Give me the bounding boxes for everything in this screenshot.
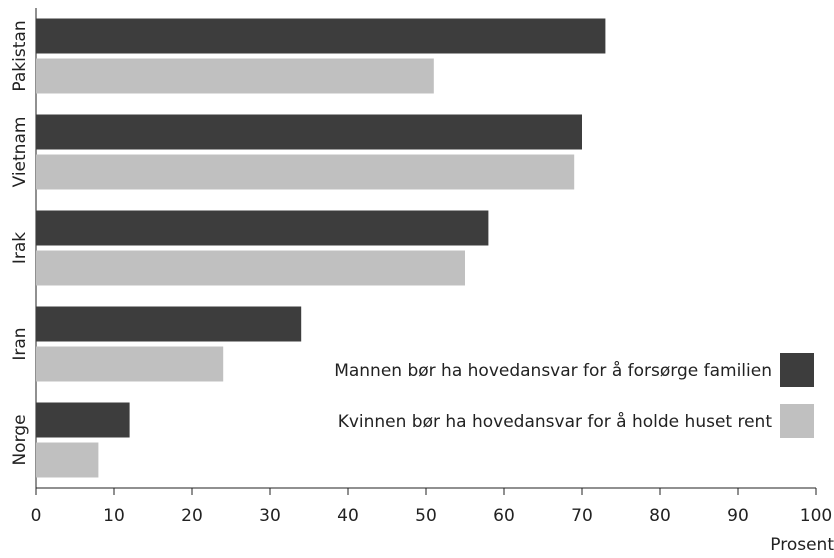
x-tick-label: 80 — [649, 506, 671, 526]
bar — [36, 18, 606, 54]
y-tick-label: Iran — [10, 327, 30, 360]
bar — [36, 250, 465, 286]
x-tick-label: 60 — [493, 506, 515, 526]
y-tick-label: Pakistan — [10, 20, 30, 91]
x-tick-label: 0 — [31, 506, 42, 526]
legend-swatch — [780, 353, 814, 387]
bar — [36, 210, 489, 246]
x-tick-label: 10 — [103, 506, 125, 526]
bar — [36, 154, 575, 190]
legend-swatch — [780, 404, 814, 438]
x-axis-label: Prosent — [770, 535, 834, 554]
bar — [36, 346, 224, 382]
bar — [36, 442, 99, 478]
bar — [36, 306, 302, 342]
x-tick-label: 100 — [800, 506, 832, 526]
x-tick-label: 50 — [415, 506, 437, 526]
x-tick-label: 40 — [337, 506, 359, 526]
y-tick-label: Norge — [10, 414, 30, 465]
x-tick-label: 90 — [727, 506, 749, 526]
y-tick-label: Vietnam — [10, 117, 30, 188]
bar — [36, 114, 582, 150]
x-tick-label: 70 — [571, 506, 593, 526]
legend-label: Kvinnen bør ha hovedansvar for å holde h… — [338, 411, 773, 432]
x-tick-label: 30 — [259, 506, 281, 526]
y-tick-label: Irak — [10, 232, 30, 264]
bar — [36, 402, 130, 438]
legend-label: Mannen bør ha hovedansvar for å forsørge… — [334, 360, 772, 381]
x-tick-label: 20 — [181, 506, 203, 526]
bar — [36, 58, 434, 94]
